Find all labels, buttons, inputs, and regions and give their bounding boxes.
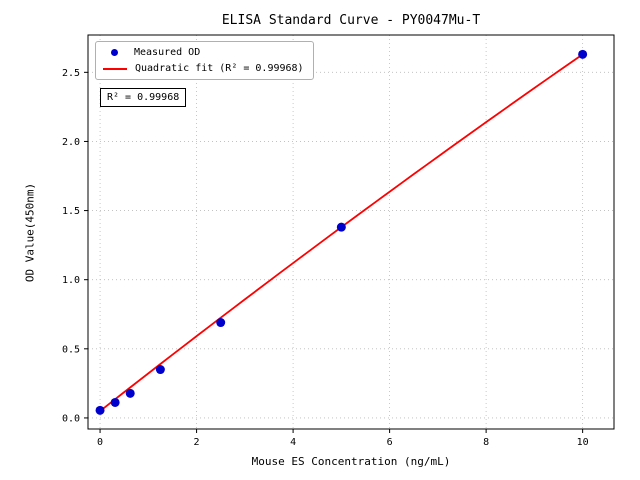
y-tick-label: 1.0 <box>62 275 80 286</box>
legend-item-quadratic-fit: Quadratic fit (R² = 0.99968) <box>103 63 304 74</box>
legend-item-measured-od: Measured OD <box>103 47 304 58</box>
y-tick-label: 1.5 <box>62 206 80 217</box>
data-point <box>95 405 105 415</box>
quadratic-fit-line <box>99 53 584 412</box>
legend-line-marker-icon <box>103 67 127 70</box>
x-tick-label: 4 <box>290 437 296 448</box>
data-point <box>110 397 120 407</box>
legend-label-quadratic-fit: Quadratic fit (R² = 0.99968) <box>135 63 304 74</box>
data-point <box>216 318 226 328</box>
y-axis-label: OD Value(450nm) <box>23 182 37 283</box>
x-axis-label: Mouse ES Concentration (ng/mL) <box>251 455 451 468</box>
data-point <box>578 49 588 59</box>
y-tick-label: 0.5 <box>62 344 80 355</box>
axes-spines <box>87 34 615 430</box>
data-point <box>155 365 165 375</box>
y-tick-label: 0.0 <box>62 413 80 424</box>
legend-scatter-marker-icon <box>111 49 118 56</box>
r-squared-annotation: R² = 0.99968 <box>100 88 187 107</box>
chart-title: ELISA Standard Curve - PY0047Mu-T <box>221 13 481 28</box>
data-point <box>125 388 135 398</box>
legend-label-measured-od: Measured OD <box>134 47 201 58</box>
data-point <box>336 222 346 232</box>
y-tick-label: 2.5 <box>62 68 80 79</box>
x-tick-label: 2 <box>194 437 200 448</box>
x-tick-label: 6 <box>387 437 393 448</box>
x-tick-label: 8 <box>483 437 489 448</box>
x-tick-label: 0 <box>97 437 103 448</box>
y-tick-label: 2.0 <box>62 137 80 148</box>
legend: Measured OD Quadratic fit (R² = 0.99968) <box>95 41 314 80</box>
x-tick-label: 10 <box>577 437 589 448</box>
